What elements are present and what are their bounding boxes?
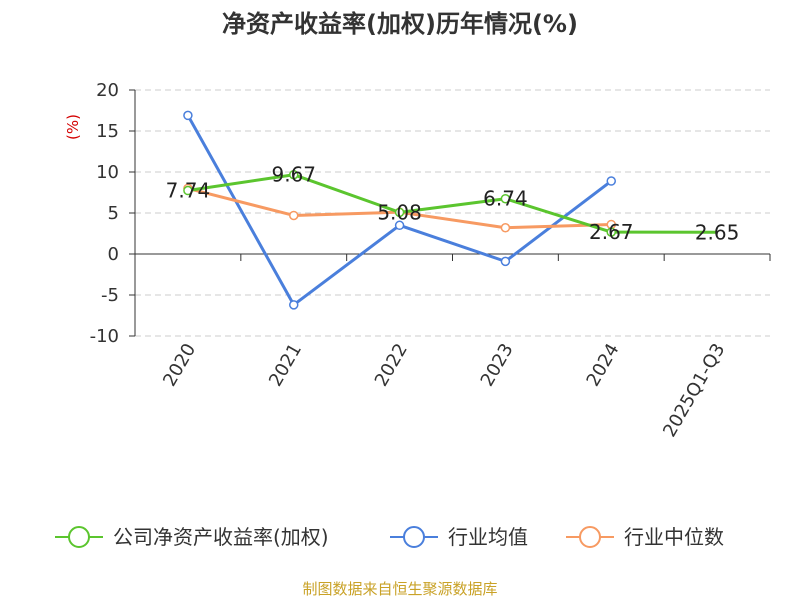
y-tick-label-3: 5 — [108, 203, 119, 224]
x-tick-label-5: 2025Q1-Q3 — [659, 340, 729, 441]
series-0-point-1 — [289, 169, 299, 180]
series-2-point-3 — [500, 223, 511, 233]
data-label-2: 5.08 — [377, 200, 422, 224]
series-1-point-3 — [500, 256, 511, 267]
data-label-4: 2.67 — [589, 220, 634, 244]
chart-title: 净资产收益率(加权)历年情况(%) — [222, 10, 578, 38]
series-1-point-0 — [183, 110, 193, 121]
legend-label-1: 行业均值 — [448, 525, 528, 549]
series-1-point-1 — [289, 300, 299, 310]
legend-marker-0 — [68, 526, 90, 548]
series-0-point-0 — [183, 185, 193, 196]
y-tick-label-6: -10 — [90, 326, 119, 347]
data-labels: 7.74 9.67 5.08 6.74 2.67 2.65 — [166, 163, 740, 245]
y-tick-label-0: 20 — [96, 80, 119, 101]
data-label-0: 7.74 — [166, 179, 211, 203]
series-lines — [183, 110, 718, 310]
x-tick-label-3: 2023 — [477, 340, 518, 390]
gridlines — [135, 89, 770, 337]
legend: 公司净资产收益率(加权) 行业均值 行业中位数 — [55, 525, 724, 549]
series-1-point-4 — [606, 176, 616, 186]
series-2-point-1 — [289, 210, 299, 221]
y-tick-label-2: 10 — [96, 162, 119, 183]
legend-marker-2 — [579, 526, 601, 548]
y-tick-label-4: 0 — [108, 244, 119, 265]
data-label-3: 6.74 — [483, 187, 528, 211]
y-tick-label-5: -5 — [101, 285, 119, 306]
data-label-1: 9.67 — [271, 163, 316, 187]
x-tick-label-2: 2022 — [371, 340, 412, 390]
series-line-0 — [187, 173, 718, 234]
data-label-5: 2.65 — [695, 220, 740, 244]
series-0-point-3 — [500, 193, 511, 204]
legend-label-2: 行业中位数 — [624, 525, 724, 549]
legend-marker-1 — [403, 526, 425, 548]
series-0-point-4 — [606, 227, 616, 237]
x-tick-label-0: 2020 — [159, 340, 200, 390]
source-note: 制图数据来自恒生聚源数据库 — [302, 580, 497, 598]
x-tick-label-1: 2021 — [265, 340, 306, 390]
series-0-point-2 — [394, 207, 405, 218]
axes: 20 15 10 5 0 -5 -10 2020 2021 2022 2023 2024 2025Q1-… — [90, 80, 771, 441]
series-1-point-2 — [394, 220, 405, 231]
y-tick-label-1: 15 — [96, 121, 119, 142]
x-tick-label-4: 2024 — [582, 340, 623, 390]
legend-label-0: 公司净资产收益率(加权) — [113, 525, 329, 549]
y-axis-label: (%) — [64, 114, 82, 140]
